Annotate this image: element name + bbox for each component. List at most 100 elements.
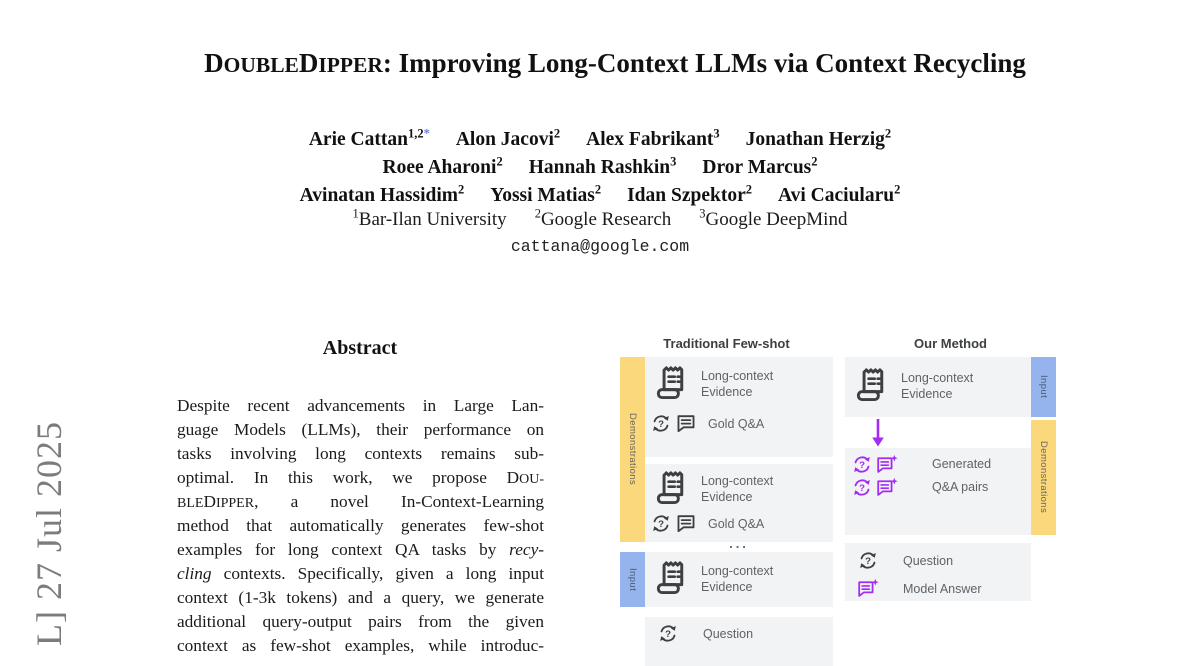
chat-bubble-icon <box>675 413 697 434</box>
author: Dror Marcus2 <box>702 154 818 178</box>
text-segment: IPPER <box>215 496 255 511</box>
author: Jonathan Herzig2 <box>745 126 892 150</box>
author-superscript: 3 <box>713 126 720 140</box>
text-segment: method that automatically generates few-… <box>177 516 544 535</box>
abstract-line: cling contexts. Specifically, given a lo… <box>177 562 544 586</box>
question-cycle-icon <box>857 550 879 571</box>
abstract-line: examples for long context QA tasks by re… <box>177 538 544 562</box>
text-segment: OU- <box>519 472 544 487</box>
evidence-label: Long-context Evidence <box>901 370 974 401</box>
text-segment: tasks involving long contexts remains su… <box>177 444 544 463</box>
text-segment: optimal. In this work, we propose <box>177 468 507 487</box>
question-label: Question <box>703 626 754 641</box>
chat-sparkle-icon <box>857 578 879 599</box>
abstract-line: Despite recent advancements in Large Lan… <box>177 394 544 418</box>
demonstrations-strip-right: Demonstrations <box>1031 420 1056 535</box>
text-segment: , a novel In-Context-Learning <box>254 492 544 511</box>
text-segment: context (1-3k tokens) and a query, we ge… <box>177 588 544 607</box>
author-line: Arie Cattan1,2* Alon Jacovi2 Alex Fabrikan… <box>0 119 1200 150</box>
evidence-label: Long-context Evidence <box>701 563 774 594</box>
text-segment: : Improving Long-Context LLMs via Contex… <box>382 48 1026 78</box>
chat-sparkle-icon <box>876 454 898 475</box>
question-cycle-icon <box>657 623 679 644</box>
question-cycle-icon <box>851 454 873 475</box>
text-segment: guage Models (LLMs), their performance o… <box>177 420 544 439</box>
generated-qa-label: Generated Q&A pairs <box>932 457 992 494</box>
input-strip-right: Input <box>1031 357 1056 417</box>
abstract-line: guage Models (LLMs), their performance o… <box>177 418 544 442</box>
figure-header-our-method: Our Method <box>914 336 987 351</box>
input-strip-left: Input <box>620 552 645 607</box>
author-superscript: 2 <box>496 154 503 168</box>
footnote-asterisk: * <box>423 126 430 140</box>
chat-sparkle-icon <box>876 477 898 498</box>
affiliation: 2Google Research <box>534 207 672 231</box>
abstract-line: context (1-3k tokens) and a query, we ge… <box>177 586 544 610</box>
text-segment: IPPER <box>318 53 383 77</box>
ellipsis: ... <box>729 536 749 551</box>
author: Alon Jacovi2 <box>455 126 561 150</box>
abstract-line: additional query-output pairs from the g… <box>177 610 544 634</box>
text-segment: examples for long context QA tasks by <box>177 540 510 559</box>
text-segment: additional query-output pairs from the g… <box>177 612 544 631</box>
question-cycle-icon <box>650 513 672 534</box>
receipt-icon <box>655 560 689 597</box>
demonstrations-strip-left: Demonstrations <box>620 357 645 542</box>
generated-qa-icons <box>851 453 898 499</box>
author: Avi Caciularu2 <box>777 182 901 206</box>
text-segment: recy- <box>509 540 544 559</box>
text-segment: D <box>204 48 224 78</box>
text-segment: D <box>298 48 319 78</box>
text-segment: BLE <box>177 496 204 511</box>
gold-qa-label: Gold Q&A <box>708 416 765 431</box>
author-superscript: 2 <box>745 182 752 196</box>
question-cycle-icon <box>851 477 873 498</box>
text-segment: context as few-shot examples, while intr… <box>177 636 544 655</box>
paper-title: DOUBLEDIPPER: Improving Long-Context LLM… <box>30 48 1200 79</box>
evidence-label: Long-context Evidence <box>701 473 774 504</box>
generated-qa-box: Generated Q&A pairs <box>845 448 1031 535</box>
abstract-heading: Abstract <box>322 337 398 359</box>
figure-overview: Traditional Few-shot Our Method Demonstr… <box>618 336 1060 666</box>
our-input-evidence-box: Long-context Evidence <box>845 357 1031 417</box>
author: Yossi Matias2 <box>490 182 602 206</box>
author-superscript: 2 <box>594 182 602 196</box>
abstract-line: tasks involving long contexts remains su… <box>177 442 544 466</box>
abstract-line: optimal. In this work, we propose DOU- <box>177 466 544 490</box>
abstract-line: context as few-shot examples, while intr… <box>177 634 544 658</box>
affiliations: 1Bar-Ilan University 2Google Research 3Goo… <box>0 207 1200 231</box>
receipt-icon <box>855 367 889 404</box>
author-line: Avinatan Hassidim2 Yossi Matias2 Idan Szpe… <box>0 175 1200 206</box>
affiliation-superscript: 1 <box>352 207 359 221</box>
demo-example-box-1: Long-context Evidence Gold Q&A <box>645 357 833 457</box>
question-box-left: Question <box>645 617 833 666</box>
author-superscript: 1,2* <box>407 126 430 140</box>
author-block: Arie Cattan1,2* Alon Jacovi2 Alex Fabrikan… <box>0 119 1200 206</box>
receipt-icon <box>655 470 689 507</box>
question-label: Question <box>903 553 954 568</box>
abstract-line: method that automatically generates few-… <box>177 514 544 538</box>
author-superscript: 2 <box>553 126 561 140</box>
affiliation: 3Google DeepMind <box>699 207 848 231</box>
arrow-down-icon <box>870 419 886 452</box>
author-superscript: 2 <box>894 182 901 196</box>
author-superscript: 2 <box>811 154 818 168</box>
author: Idan Szpektor2 <box>627 182 752 206</box>
text-segment: OUBLE <box>223 53 299 77</box>
author: Arie Cattan1,2* <box>308 126 430 150</box>
question-cycle-icon <box>650 413 672 434</box>
text-segment: cling <box>177 564 212 583</box>
text-segment: D <box>506 468 520 487</box>
receipt-icon <box>655 365 689 402</box>
chat-bubble-icon <box>675 513 697 534</box>
figure-header-traditional: Traditional Few-shot <box>663 336 790 351</box>
text-segment: D <box>203 492 216 511</box>
text-segment: contexts. Specifically, given a long inp… <box>211 564 544 583</box>
evidence-label: Long-context Evidence <box>701 368 774 399</box>
model-answer-label: Model Answer <box>903 581 982 596</box>
author-superscript: 3 <box>670 154 677 168</box>
author-line: Roee Aharoni2 Hannah Rashkin3 Dror Marcus2 <box>0 147 1200 178</box>
author: Avinatan Hassidim2 <box>299 182 465 206</box>
gold-qa-label: Gold Q&A <box>708 516 765 531</box>
abstract-body: Despite recent advancements in Large Lan… <box>177 394 544 658</box>
